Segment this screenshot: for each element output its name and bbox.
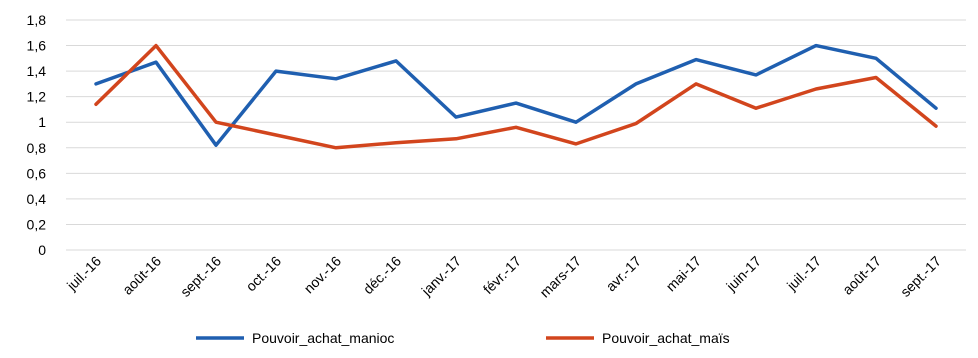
y-axis-tick-labels: 0 0,2 0,4 0,6 0,8 1 1,2 1,4 1,6 1,8: [27, 12, 47, 258]
series-line-2: [94, 43, 938, 150]
legend-label: Pouvoir_achat_manioc: [252, 330, 394, 346]
y-tick-label: 0,2: [27, 216, 47, 232]
y-tick-label: 1: [38, 114, 46, 130]
x-tick-label: déc.-16: [360, 253, 404, 297]
y-tick-label: 1,4: [27, 63, 47, 79]
x-axis-tick-labels: juil.-16 août-16 sept.-16 oct.-16 nov.-16 déc…: [63, 253, 944, 301]
x-tick-label: août-16: [119, 253, 164, 298]
y-tick-label: 1,6: [27, 38, 47, 54]
y-tick-label: 1,8: [27, 12, 47, 28]
x-tick-label: juil.-16: [63, 253, 104, 294]
series-line-1: [94, 43, 938, 147]
x-tick-label: sept.-16: [177, 253, 224, 300]
y-tick-label: 0,6: [27, 165, 47, 181]
x-tick-label: sept.-17: [897, 253, 944, 300]
x-tick-label: janv.-17: [418, 253, 465, 300]
x-tick-label: juin-17: [722, 253, 764, 295]
x-tick-label: août-17: [839, 253, 884, 298]
x-tick-label: juil.-17: [783, 253, 824, 294]
y-tick-label: 0: [38, 242, 46, 258]
series-lines: [94, 43, 938, 150]
legend-label: Pouvoir_achat_maïs: [602, 330, 730, 346]
gridlines: [66, 19, 966, 251]
x-tick-label: mai-17: [663, 253, 705, 295]
y-tick-label: 0,4: [27, 191, 47, 207]
y-tick-label: 1,2: [27, 89, 47, 105]
x-tick-label: nov.-16: [301, 253, 345, 297]
x-tick-label: févr.-17: [480, 253, 524, 297]
x-tick-label: mars-17: [536, 253, 584, 301]
x-tick-label: oct.-16: [243, 253, 285, 295]
x-tick-label: avr.-17: [603, 253, 645, 295]
legend: Pouvoir_achat_manioc Pouvoir_achat_maïs: [196, 330, 730, 346]
y-tick-label: 0,8: [27, 140, 47, 156]
